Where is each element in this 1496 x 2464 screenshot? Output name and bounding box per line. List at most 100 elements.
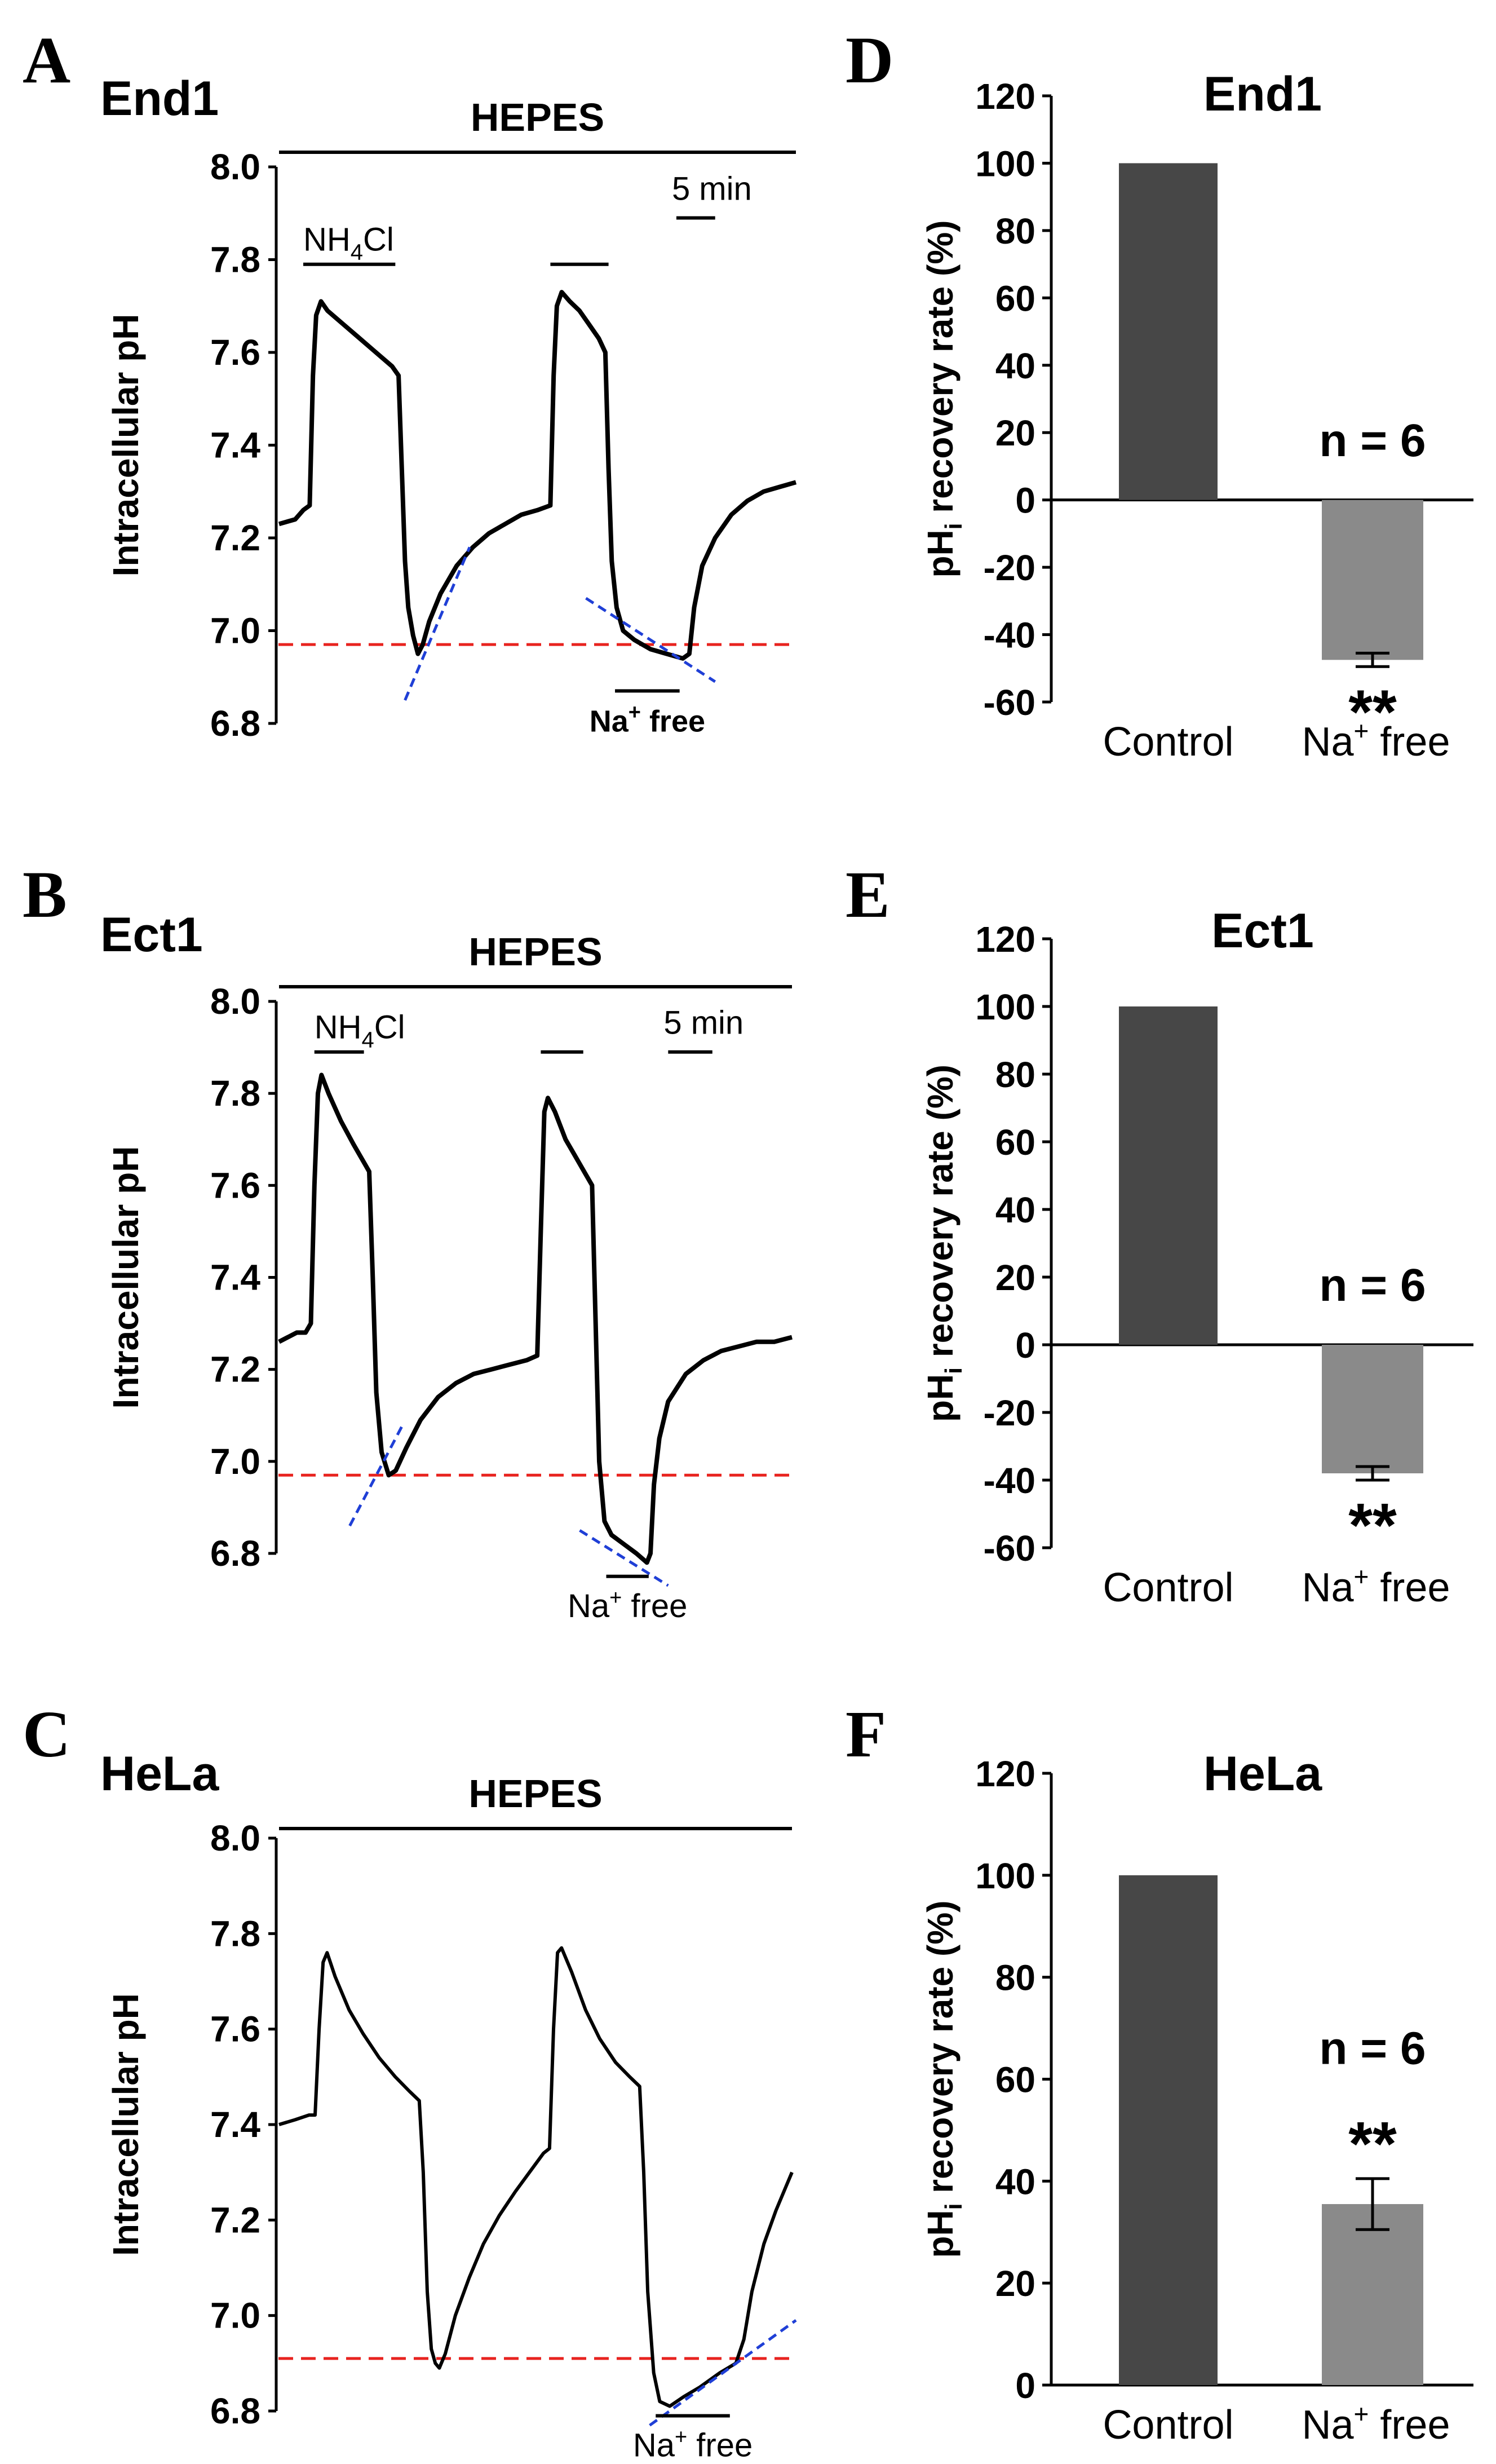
bar-control: [1119, 1875, 1218, 2385]
category-label-main: Na: [1302, 1565, 1355, 1610]
hepes-label: HEPES: [468, 930, 602, 974]
category-label-control: Control: [1103, 1565, 1233, 1610]
nh4cl-label-main: NH: [303, 222, 351, 258]
nh4cl-label: NH4Cl: [303, 222, 394, 265]
ph-trace: [278, 1946, 794, 2408]
hepes-label: HEPES: [471, 95, 604, 139]
na-free-label-sup: +: [675, 2425, 687, 2449]
y-tick-label: 80: [995, 1958, 1035, 1998]
bar-control: [1119, 163, 1218, 500]
bar-panel-f: F HeLa 120 100 80 60 40 20 0 pHi recovery rate (%…: [846, 1697, 1473, 2448]
y-tick-label: 100: [975, 987, 1035, 1027]
y-axis-label-tail: recovery rate (%): [920, 1900, 961, 2203]
bar-na-free: [1322, 2204, 1423, 2385]
y-tick-label: 60: [995, 1122, 1035, 1163]
hepes-label: HEPES: [468, 1772, 602, 1816]
scale-bar-label: 5 min: [663, 1005, 743, 1041]
category-label-sup: +: [1354, 2399, 1369, 2428]
y-tick-label: 7.6: [210, 332, 260, 373]
category-label-na-free: Na+ free: [1302, 716, 1450, 765]
category-label-main: Na: [1302, 719, 1355, 765]
y-tick-label: 120: [975, 919, 1035, 960]
category-label-control: Control: [1103, 719, 1233, 765]
category-label-tail: free: [1369, 1565, 1450, 1610]
y-tick-label: 80: [995, 211, 1035, 251]
y-tick-label: 7.4: [210, 425, 260, 466]
y-axis-label: Intracellular pH: [105, 1146, 146, 1409]
y-axis-label: pHi recovery rate (%): [920, 1065, 967, 1422]
bar-na-free: [1322, 1345, 1423, 1473]
y-axis-label-tail: recovery rate (%): [920, 1065, 961, 1367]
y-tick-label: 40: [995, 346, 1035, 386]
nh4cl-label-sub: 4: [362, 1028, 374, 1053]
category-label-na-free: Na+ free: [1302, 2399, 1450, 2448]
scale-bar-label: 5 min: [672, 170, 752, 207]
y-tick-label: 8.0: [210, 147, 260, 187]
nh4cl-label-sub: 4: [351, 240, 363, 265]
y-axis-label: Intracellular pH: [105, 1993, 146, 2256]
y-tick-label: 20: [995, 1257, 1035, 1298]
chart-title: End1: [1203, 67, 1322, 121]
y-axis-label: Intracellular pH: [105, 314, 146, 577]
y-tick-label: 7.6: [210, 2009, 260, 2050]
y-axis-label: pHi recovery rate (%): [920, 1900, 967, 2258]
y-tick-label: 100: [975, 1856, 1035, 1896]
y-axis-label-sub: i: [940, 1367, 967, 1374]
y-tick-label: 120: [975, 76, 1035, 117]
y-tick-label: -20: [984, 1393, 1036, 1433]
bar-na-free: [1322, 500, 1423, 660]
y-tick-label: 0: [1015, 1325, 1035, 1366]
panel-title: Ect1: [100, 908, 203, 962]
y-tick-label: 8.0: [210, 1818, 260, 1858]
y-axis-label-main: pH: [920, 1374, 961, 1422]
category-label-sup: +: [1354, 1562, 1369, 1591]
panel-letter: A: [23, 23, 70, 97]
na-free-label-main: Na: [568, 1588, 610, 1624]
y-tick-label: 20: [995, 2263, 1035, 2304]
na-free-label: Na+ free: [568, 1586, 687, 1624]
y-tick-label: 8.0: [210, 981, 260, 1022]
nh4cl-label: NH4Cl: [315, 1009, 405, 1053]
y-tick-label: 7.8: [210, 1073, 260, 1114]
chart-title: HeLa: [1203, 1747, 1322, 1801]
na-free-label: Na+ free: [590, 700, 705, 738]
y-axis-label-sub: i: [940, 523, 967, 530]
y-tick-label: 7.2: [210, 1349, 260, 1390]
panel-letter: E: [846, 858, 890, 931]
significance-marker: **: [1348, 2109, 1397, 2179]
y-axis-label-main: pH: [920, 2210, 961, 2258]
y-tick-label: 0: [1015, 480, 1035, 521]
y-tick-label: -20: [984, 547, 1036, 588]
y-tick-label: 40: [995, 2161, 1035, 2202]
y-tick-label: 6.8: [210, 1533, 260, 1574]
y-axis-label: pHi recovery rate (%): [920, 220, 967, 577]
nh4cl-label-tail: Cl: [374, 1009, 405, 1046]
panel-letter: B: [23, 858, 67, 931]
na-free-label-main: Na: [633, 2427, 675, 2463]
y-axis-label-main: pH: [920, 529, 961, 577]
category-label-tail: free: [1369, 719, 1450, 765]
recovery-slope-line: [585, 597, 716, 683]
y-axis-label-tail: recovery rate (%): [920, 220, 961, 523]
recovery-slope-line: [348, 1424, 404, 1527]
y-tick-label: 80: [995, 1054, 1035, 1095]
ph-trace: [278, 290, 797, 661]
y-tick-label: -60: [984, 682, 1036, 723]
y-tick-label: 7.6: [210, 1165, 260, 1205]
y-tick-label: 7.0: [210, 2295, 260, 2336]
y-tick-label: 7.8: [210, 240, 260, 280]
bar-control: [1119, 1006, 1218, 1345]
recovery-slope-line: [579, 1529, 669, 1587]
category-label-control: Control: [1103, 2403, 1233, 2448]
y-tick-label: 20: [995, 413, 1035, 453]
panel-letter: F: [846, 1697, 886, 1771]
nh4cl-label-main: NH: [315, 1009, 362, 1046]
y-tick-label: 7.0: [210, 611, 260, 651]
y-tick-label: 40: [995, 1190, 1035, 1230]
y-tick-label: 7.4: [210, 2104, 260, 2145]
y-tick-label: 7.4: [210, 1257, 260, 1298]
chart-title: Ect1: [1211, 904, 1314, 958]
y-tick-label: -40: [984, 615, 1036, 656]
